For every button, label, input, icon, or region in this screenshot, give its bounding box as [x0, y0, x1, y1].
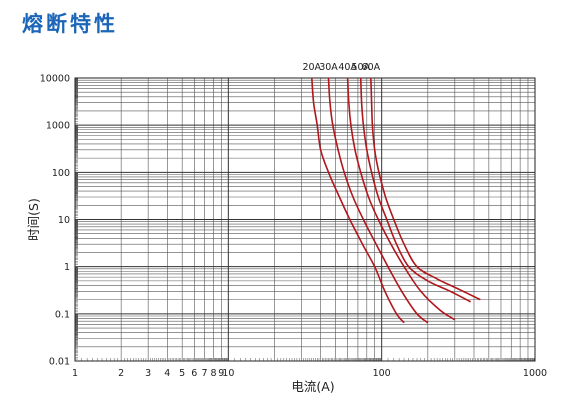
y-axis-title: 时间(S): [26, 198, 41, 241]
curve-label-40a: 40A: [338, 62, 357, 73]
page-title: 熔断特性: [22, 12, 118, 36]
x-tick-label: 6: [191, 368, 197, 379]
x-tick-label: 1: [72, 368, 78, 379]
x-tick-label: 2: [118, 368, 124, 379]
y-tick-label: 0.1: [55, 309, 70, 320]
x-tick-label: 7: [202, 368, 208, 379]
x-tick-label: 100: [373, 368, 391, 379]
grid-major: [74, 78, 535, 362]
x-tick-labels: 1 2 3 4 5 6 7 8 910 100 1000: [72, 368, 547, 379]
x-tick-label: 3: [145, 368, 151, 379]
plot-frame: [74, 77, 536, 362]
x-tick-label: 1000: [523, 368, 547, 379]
x-tick-label: 4: [164, 368, 170, 379]
curve-label-20a: 20A: [302, 62, 321, 73]
curves: [311, 77, 481, 324]
x-tick-label: 8: [210, 368, 216, 379]
curve-label-30a: 30A: [319, 62, 338, 73]
curve-30a: [327, 77, 429, 324]
curve-label-60a: 60A: [362, 62, 381, 73]
curve-50a: [359, 77, 471, 303]
y-tick-label: 10: [58, 215, 70, 226]
curve-label-50a: 50A: [351, 62, 370, 73]
curve-20a: [311, 77, 405, 324]
y-tick-labels: 0.01 0.1 1 10 100 1000 10000: [40, 74, 70, 368]
y-tick-label: 0.01: [49, 357, 70, 368]
curve-60a: [370, 77, 481, 301]
y-tick-label: 1000: [46, 121, 70, 132]
x-tick-label: 10: [222, 368, 234, 379]
x-axis-title: 电流(A): [291, 379, 334, 394]
x-tick-label: 9: [218, 368, 224, 379]
y-tick-label: 1: [64, 262, 70, 273]
x-tick-label: 5: [179, 368, 185, 379]
y-tick-label: 100: [52, 168, 70, 179]
y-tick-label: 10000: [40, 74, 70, 85]
curve-40a: [346, 77, 456, 321]
